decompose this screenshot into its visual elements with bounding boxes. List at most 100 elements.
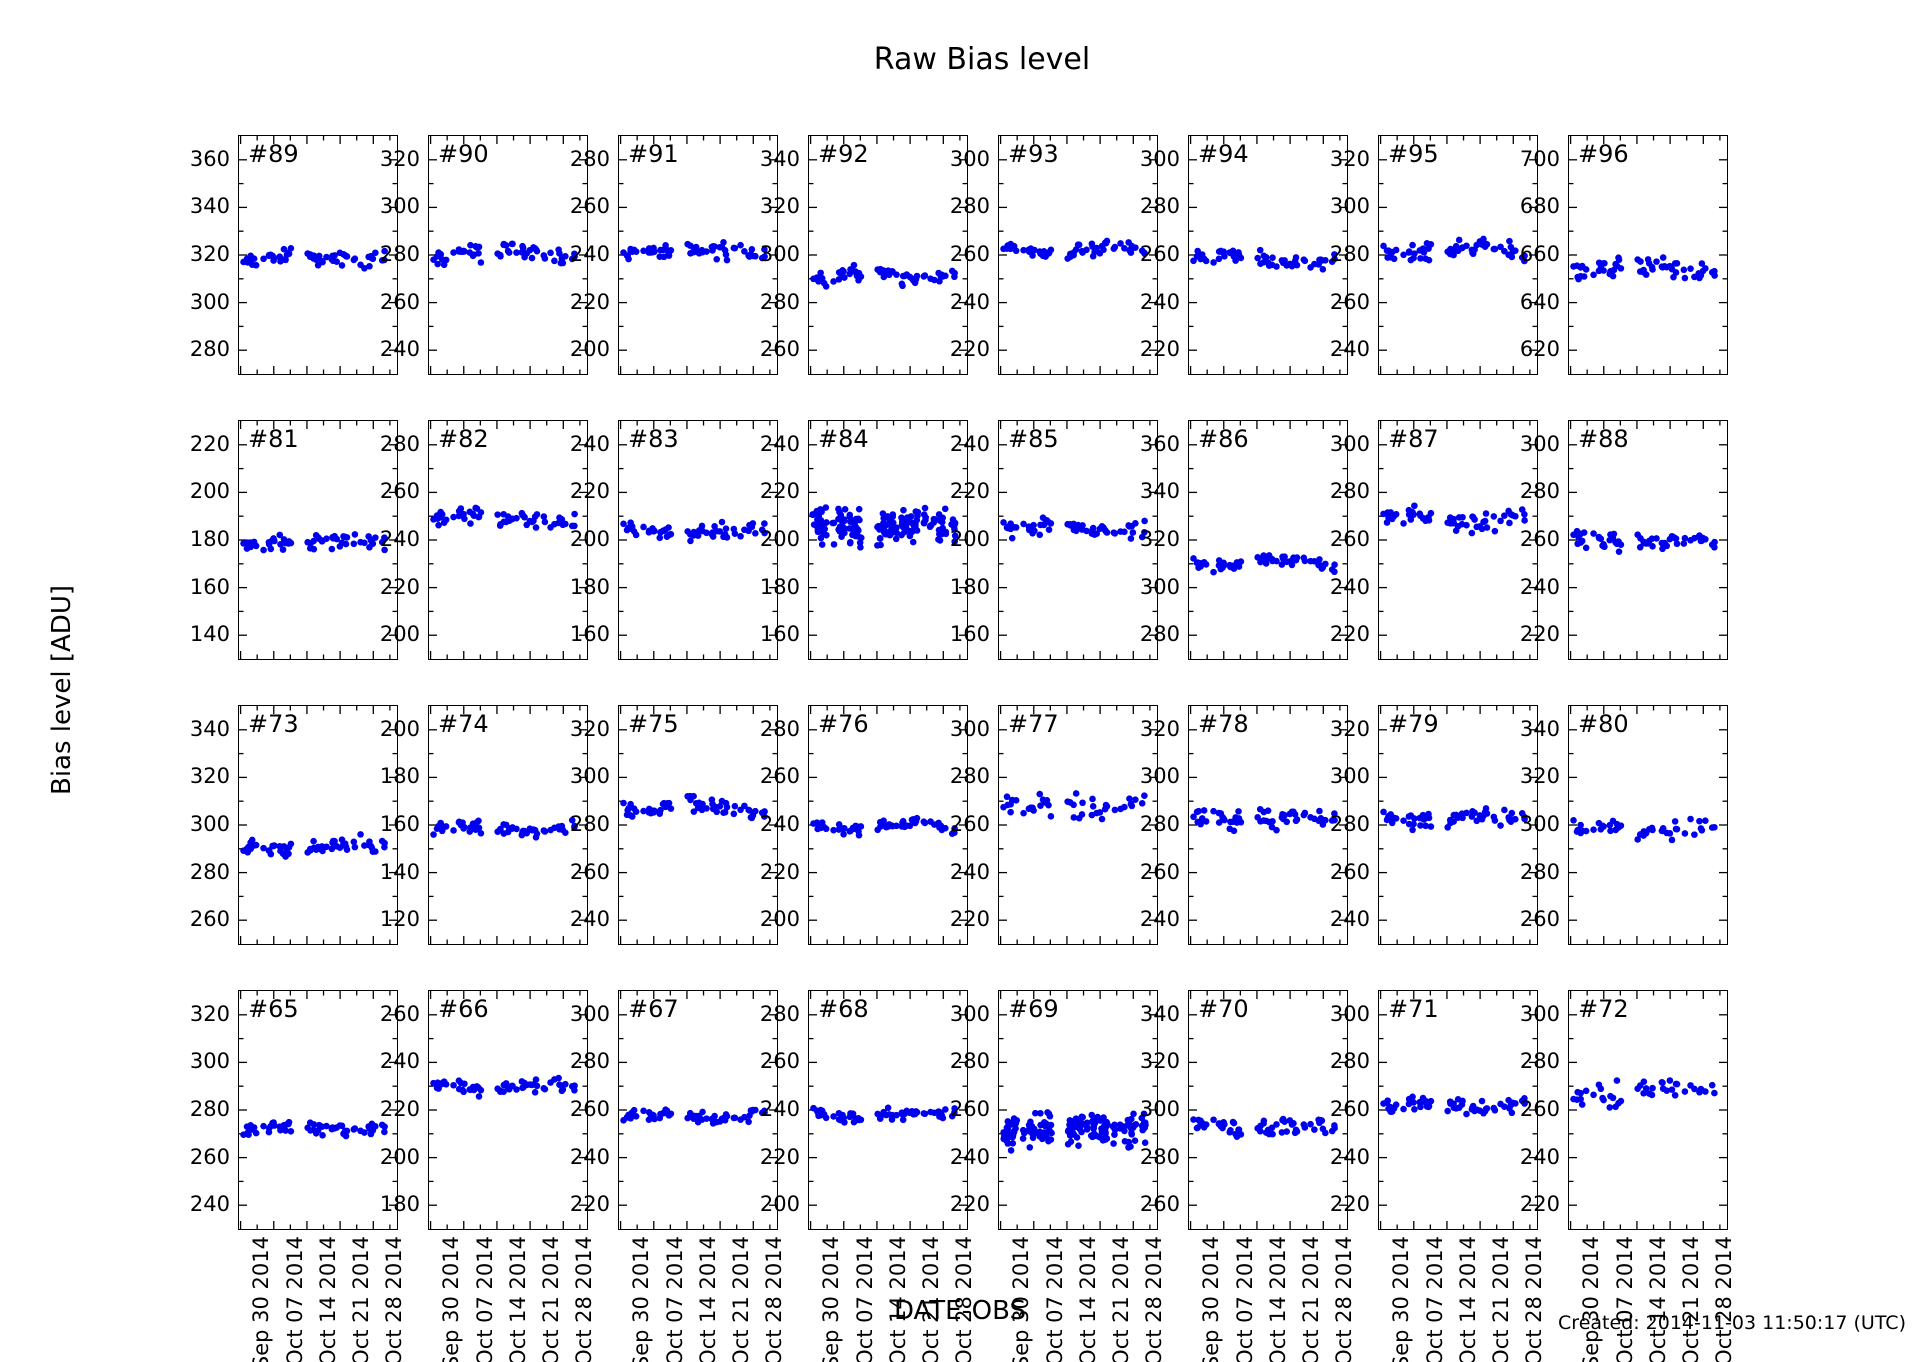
scatter-plot [429, 136, 587, 374]
y-tick-label: 220 [569, 289, 610, 314]
subplot-title: #70 [1198, 995, 1249, 1023]
scatter-plot [239, 706, 397, 944]
y-tick-label: 280 [1139, 622, 1180, 647]
y-tick-label: 300 [759, 242, 800, 266]
y-tick-label: 280 [569, 146, 610, 171]
scatter-plot [809, 136, 967, 374]
y-tick-label: 220 [949, 1192, 990, 1217]
subplot-title: #74 [438, 710, 489, 738]
figure-title: Raw Bias level [873, 42, 1091, 77]
y-tick-label: 240 [189, 1192, 230, 1217]
y-tick-label: 200 [379, 622, 420, 647]
y-tick-label: 260 [1139, 242, 1180, 266]
subplot-title: #80 [1578, 710, 1629, 738]
scatter-plot [1189, 136, 1347, 374]
subplot-panel-80: #80 [1568, 705, 1728, 945]
y-tick-label: 300 [1139, 574, 1180, 599]
y-tick-label: 160 [189, 574, 230, 599]
y-tick-label: 280 [1329, 1049, 1370, 1074]
y-tick-label: 240 [379, 337, 420, 362]
y-tick-label: 260 [1519, 1097, 1560, 1121]
y-tick-label: 220 [949, 479, 990, 504]
subplot-panel-93: #93 [998, 135, 1158, 375]
x-tick-label: Sep 30 2014 [819, 1236, 844, 1362]
y-tick-label: 320 [1329, 716, 1370, 741]
y-tick-label: 140 [189, 622, 230, 647]
y-tick-label: 160 [569, 622, 610, 647]
subplot-panel-76: #76 [808, 705, 968, 945]
y-tick-label: 180 [949, 574, 990, 599]
y-tick-label: 240 [1329, 1144, 1370, 1169]
y-tick-label: 200 [569, 527, 610, 551]
y-tick-label: 280 [569, 812, 610, 836]
subplot-panel-78: #78 [1188, 705, 1348, 945]
y-tick-label: 240 [1329, 574, 1370, 599]
y-tick-label: 120 [379, 907, 420, 932]
y-tick-label: 320 [379, 146, 420, 171]
y-tick-label: 180 [569, 574, 610, 599]
y-tick-label: 340 [189, 194, 230, 219]
y-tick-label: 260 [189, 907, 230, 932]
subplot-panel-79: #79 [1378, 705, 1538, 945]
y-tick-label: 260 [759, 337, 800, 362]
x-tick-label: Oct 28 2014 [1142, 1236, 1167, 1362]
x-tick-label: Oct 07 2014 [852, 1236, 877, 1362]
x-axis-label: DATE-OBS [893, 1296, 1027, 1326]
scatter-plot [429, 706, 587, 944]
y-tick-label: 320 [759, 194, 800, 219]
subplot-title: #76 [818, 710, 869, 738]
y-tick-label: 260 [1139, 1192, 1180, 1217]
y-tick-label: 260 [1329, 527, 1370, 551]
y-tick-label: 300 [1139, 764, 1180, 789]
y-tick-label: 220 [569, 479, 610, 504]
y-tick-label: 180 [189, 527, 230, 551]
y-tick-label: 280 [189, 337, 230, 362]
y-tick-label: 640 [1519, 289, 1560, 314]
x-tick-label: Oct 14 2014 [1645, 1236, 1670, 1362]
x-tick-label: Oct 28 2014 [1712, 1236, 1737, 1362]
scatter-plot [1379, 136, 1537, 374]
y-tick-label: 240 [949, 289, 990, 314]
y-tick-label: 240 [1329, 907, 1370, 932]
created-timestamp: Created: 2014-11-03 11:50:17 (UTC) [1558, 1312, 1906, 1334]
y-tick-label: 260 [379, 479, 420, 504]
y-tick-label: 260 [1139, 859, 1180, 884]
y-tick-label: 240 [759, 812, 800, 836]
scatter-plot [429, 421, 587, 659]
scatter-plot [1569, 421, 1727, 659]
y-tick-label: 200 [379, 1144, 420, 1169]
y-tick-label: 200 [189, 479, 230, 504]
y-tick-label: 320 [569, 716, 610, 741]
y-tick-label: 300 [1329, 1001, 1370, 1026]
x-tick-label: Oct 21 2014 [349, 1236, 374, 1362]
scatter-plot [1379, 421, 1537, 659]
subplot-title: #68 [818, 995, 869, 1023]
x-tick-label: Oct 28 2014 [382, 1236, 407, 1362]
y-tick-label: 300 [189, 289, 230, 314]
y-tick-label: 240 [949, 431, 990, 456]
y-tick-label: 260 [379, 289, 420, 314]
y-tick-label: 260 [569, 1097, 610, 1121]
subplot-panel-87: #87 [1378, 420, 1538, 660]
y-tick-label: 240 [759, 1097, 800, 1121]
y-tick-label: 280 [759, 1001, 800, 1026]
y-tick-label: 260 [1329, 859, 1370, 884]
subplot-panel-84: #84 [808, 420, 968, 660]
y-tick-label: 320 [1139, 1049, 1180, 1074]
y-tick-label: 340 [189, 716, 230, 741]
y-tick-label: 240 [1139, 907, 1180, 932]
subplot-title: #93 [1008, 140, 1059, 168]
x-tick-label: Sep 30 2014 [1579, 1236, 1604, 1362]
scatter-plot [1379, 991, 1537, 1229]
subplot-panel-88: #88 [1568, 420, 1728, 660]
subplot-title: #94 [1198, 140, 1249, 168]
y-tick-label: 280 [189, 859, 230, 884]
y-tick-label: 280 [949, 1049, 990, 1074]
subplot-panel-75: #75 [618, 705, 778, 945]
y-tick-label: 200 [759, 907, 800, 932]
y-tick-label: 300 [949, 146, 990, 171]
y-tick-label: 260 [569, 859, 610, 884]
y-tick-label: 300 [1139, 146, 1180, 171]
x-tick-label: Oct 07 2014 [1232, 1236, 1257, 1362]
